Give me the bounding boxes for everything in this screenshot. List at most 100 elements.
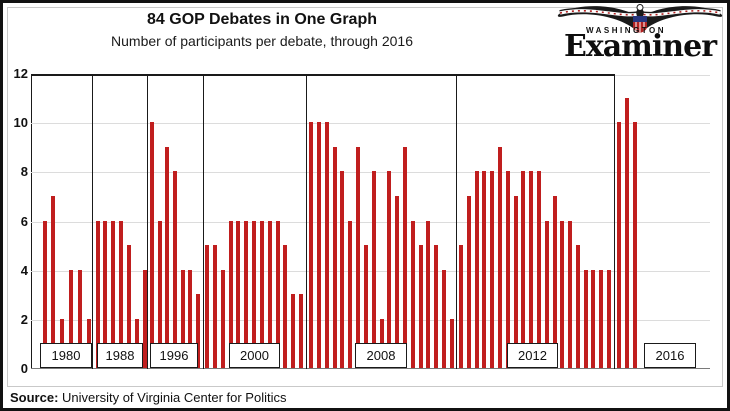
bar-2012-13 [552, 195, 557, 368]
bar-2012-4 [482, 171, 487, 368]
bar-1980-1 [42, 220, 47, 368]
cycle-divider-line [614, 74, 615, 369]
eagle-icon [557, 4, 723, 33]
bar-2012-3 [474, 171, 479, 368]
year-label-2016: 2016 [644, 343, 696, 368]
bar-1988-5 [127, 245, 132, 368]
year-label-2000: 2000 [229, 343, 280, 368]
bar-2000-12 [291, 294, 296, 368]
bar-1988-1 [95, 220, 100, 368]
bar-2008-18 [442, 269, 447, 368]
source-label: Source: [10, 390, 59, 405]
bar-2008-2 [316, 122, 321, 368]
y-axis-label-10: 10 [13, 115, 28, 131]
plot-area: 1980 1988 1996 2000 2008 2012 2016 [31, 74, 710, 369]
gridline-8 [31, 172, 710, 174]
bar-1980-5 [77, 269, 82, 368]
x-axis-line [31, 368, 710, 369]
plot-top-border-right [615, 75, 710, 76]
bar-2016-2 [625, 97, 630, 368]
bar-2000-13 [299, 294, 303, 368]
bar-2000-4 [228, 220, 233, 368]
bar-2012-2 [466, 195, 471, 368]
bar-2012-16 [575, 245, 580, 368]
bar-2012-1 [459, 245, 463, 368]
chart-title: 84 GOP Debates in One Graph [147, 11, 377, 28]
bar-2008-9 [371, 171, 376, 368]
bar-2016-3 [633, 122, 638, 368]
bar-2008-19 [449, 318, 454, 368]
bar-1996-5 [180, 269, 185, 368]
bar-2008-16 [426, 220, 431, 368]
bar-2012-10 [529, 171, 534, 368]
cycle-divider-line [456, 74, 457, 369]
washington-examiner-logo: WASHINGTON Examiner [554, 3, 726, 65]
bar-1996-2 [157, 220, 162, 368]
chart-frame [7, 7, 723, 387]
bar-2000-10 [275, 220, 280, 368]
bar-2008-3 [324, 122, 329, 368]
bar-2012-5 [490, 171, 495, 368]
year-label-1980: 1980 [40, 343, 92, 368]
logo-name-text: Examiner [563, 29, 717, 64]
gridline-2 [31, 319, 710, 321]
year-label-2012: 2012 [507, 343, 558, 368]
bar-2012-19 [599, 269, 604, 368]
y-axis-label-12: 12 [13, 66, 28, 81]
bar-2012-6 [497, 146, 502, 368]
bar-2008-11 [387, 171, 392, 368]
bar-1988-4 [119, 220, 124, 368]
y-axis-label-2: 2 [20, 311, 28, 327]
cycle-divider-line [306, 74, 307, 369]
bar-2012-11 [536, 171, 541, 368]
bar-2008-8 [363, 245, 368, 368]
bar-2008-17 [434, 245, 439, 368]
bar-1980-4 [68, 269, 73, 368]
plot-top-border [31, 74, 615, 76]
cycle-divider-line [92, 74, 93, 369]
bar-2012-15 [568, 220, 573, 368]
year-label-2008: 2008 [355, 343, 407, 368]
gridline-10 [31, 123, 710, 125]
bar-1996-1 [150, 122, 154, 368]
gridline-6 [31, 221, 710, 223]
bar-2012-12 [544, 220, 549, 368]
bar-2012-20 [607, 269, 611, 368]
bar-2008-5 [340, 171, 345, 368]
bar-2012-18 [591, 269, 596, 368]
bar-2008-4 [332, 146, 337, 368]
bar-2012-17 [583, 269, 588, 368]
bar-2000-1 [205, 245, 209, 368]
y-axis-label-0: 0 [20, 361, 28, 376]
bar-2008-15 [418, 245, 423, 368]
y-axis-label-4: 4 [20, 262, 28, 278]
bar-1996-4 [173, 171, 177, 368]
bar-2016-1 [617, 122, 621, 368]
source-text: University of Virginia Center for Politi… [58, 390, 287, 405]
year-label-1996: 1996 [150, 343, 198, 368]
bar-2012-8 [513, 195, 518, 368]
bar-1996-7 [196, 294, 200, 368]
bar-1988-2 [103, 220, 108, 368]
bar-2012-7 [505, 171, 510, 368]
bar-2008-6 [348, 220, 353, 368]
source-line: Source: University of Virginia Center fo… [10, 390, 286, 405]
bar-1980-2 [51, 195, 56, 368]
bar-2008-7 [356, 146, 360, 368]
bar-2008-1 [309, 122, 313, 368]
chart-subtitle: Number of participants per debate, throu… [111, 33, 413, 49]
bar-2000-3 [220, 269, 225, 368]
bar-2000-11 [283, 245, 288, 368]
cycle-divider-line [147, 74, 148, 369]
bar-1988-7 [142, 269, 147, 368]
bar-2008-13 [403, 146, 407, 368]
gridline-4 [31, 270, 710, 272]
y-axis-label-6: 6 [20, 213, 28, 229]
bar-2000-2 [212, 245, 217, 368]
year-label-1988: 1988 [97, 343, 143, 368]
logo-city-text: WASHINGTON [586, 26, 666, 35]
bar-2012-14 [560, 220, 565, 368]
cycle-divider-line [203, 74, 204, 369]
bar-2008-14 [410, 220, 415, 368]
